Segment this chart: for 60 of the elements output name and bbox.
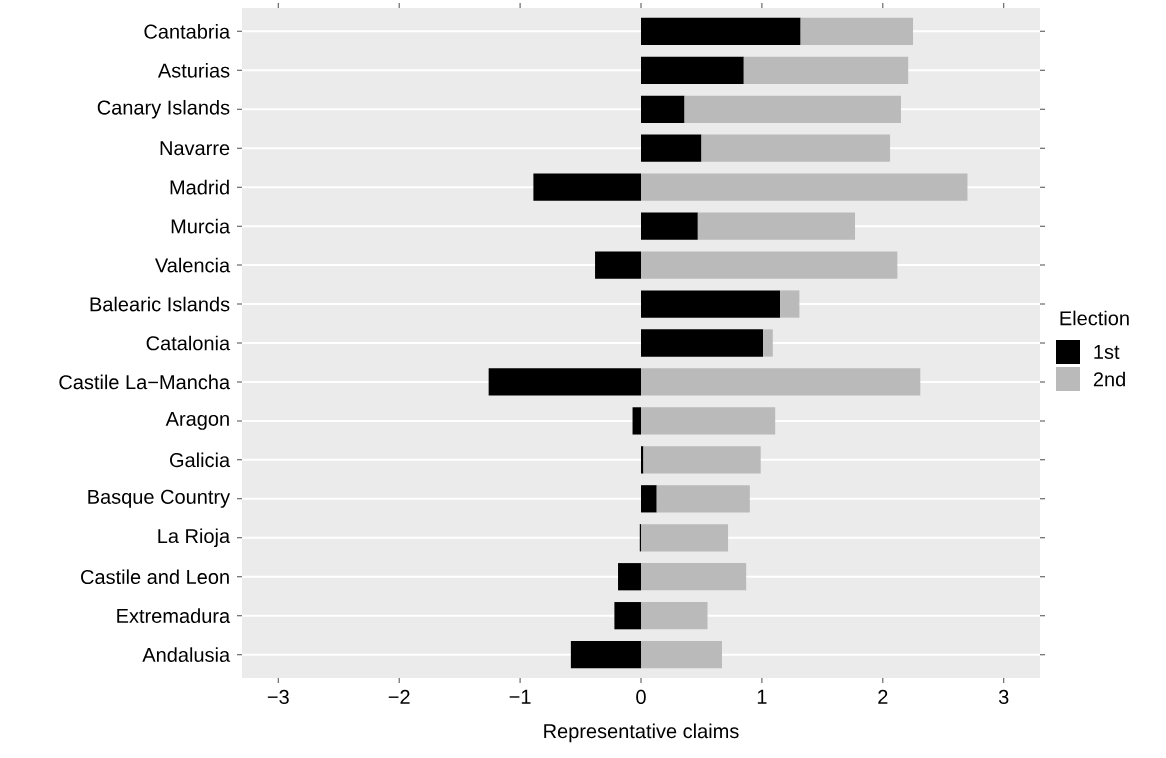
bar: [641, 290, 781, 318]
bar: [641, 173, 968, 201]
y-tick-label: Galicia: [170, 452, 231, 468]
bar: [641, 407, 776, 435]
bar: [743, 56, 909, 84]
x-tick-label: 0: [636, 689, 646, 705]
bar: [641, 95, 685, 123]
bar: [641, 56, 744, 84]
bar: [656, 485, 750, 513]
bar: [641, 251, 898, 279]
legend-title: Election: [1060, 310, 1129, 326]
y-tick-label: Aragon: [165, 411, 229, 430]
bar: [570, 640, 641, 669]
y-tick-label: Basque Country: [88, 489, 231, 508]
bar: [488, 368, 641, 396]
bar: [763, 329, 773, 357]
x-axis-title: Representative claims: [544, 723, 739, 743]
y-tick-label: Castile and Leon: [81, 569, 229, 585]
y-tick-label: Castile La−Mancha: [59, 374, 231, 390]
y-tick-label: Asturias: [157, 62, 230, 78]
bar: [641, 563, 747, 591]
x-tick-label: −2: [388, 689, 410, 704]
y-tick-label: Balearic Islands: [90, 296, 230, 312]
y-tick-label: Madrid: [170, 179, 229, 195]
bar: [618, 563, 641, 591]
legend-label: 1st: [1094, 345, 1120, 359]
legend-label: 2nd: [1093, 371, 1125, 387]
y-tick-label: Extremadura: [117, 608, 231, 624]
y-tick-label: Catalonia: [146, 335, 231, 351]
bar: [641, 368, 921, 396]
bar: [641, 602, 708, 630]
bar: [595, 251, 641, 279]
x-tick-label: 2: [878, 689, 888, 704]
y-tick-label: Navarre: [160, 141, 230, 156]
bar: [641, 485, 657, 513]
y-tick-label: Andalusia: [142, 647, 231, 662]
bar: [614, 602, 641, 630]
bar: [641, 134, 702, 162]
y-tick-label: Murcia: [171, 218, 231, 234]
bar: [643, 446, 761, 474]
x-tick-label: −3: [267, 689, 289, 705]
bar: [641, 640, 723, 669]
bar: [800, 17, 914, 45]
bar: [632, 407, 641, 435]
bar: [641, 17, 801, 45]
bar: [684, 95, 901, 123]
bar: [697, 212, 856, 240]
y-tick-label: Valencia: [154, 257, 231, 273]
y-tick-label: Canary Islands: [97, 99, 230, 119]
bar: [641, 212, 698, 240]
bar: [701, 134, 891, 162]
bar: [641, 329, 764, 357]
bar: [533, 173, 641, 201]
bar: [641, 524, 729, 552]
bar: [780, 290, 800, 318]
x-tick-label: 1: [757, 689, 767, 704]
y-tick-label: Cantabria: [144, 24, 231, 39]
y-tick-label: La Rioja: [158, 528, 231, 548]
x-tick-label: −1: [509, 689, 531, 704]
x-tick-label: 3: [998, 689, 1009, 705]
